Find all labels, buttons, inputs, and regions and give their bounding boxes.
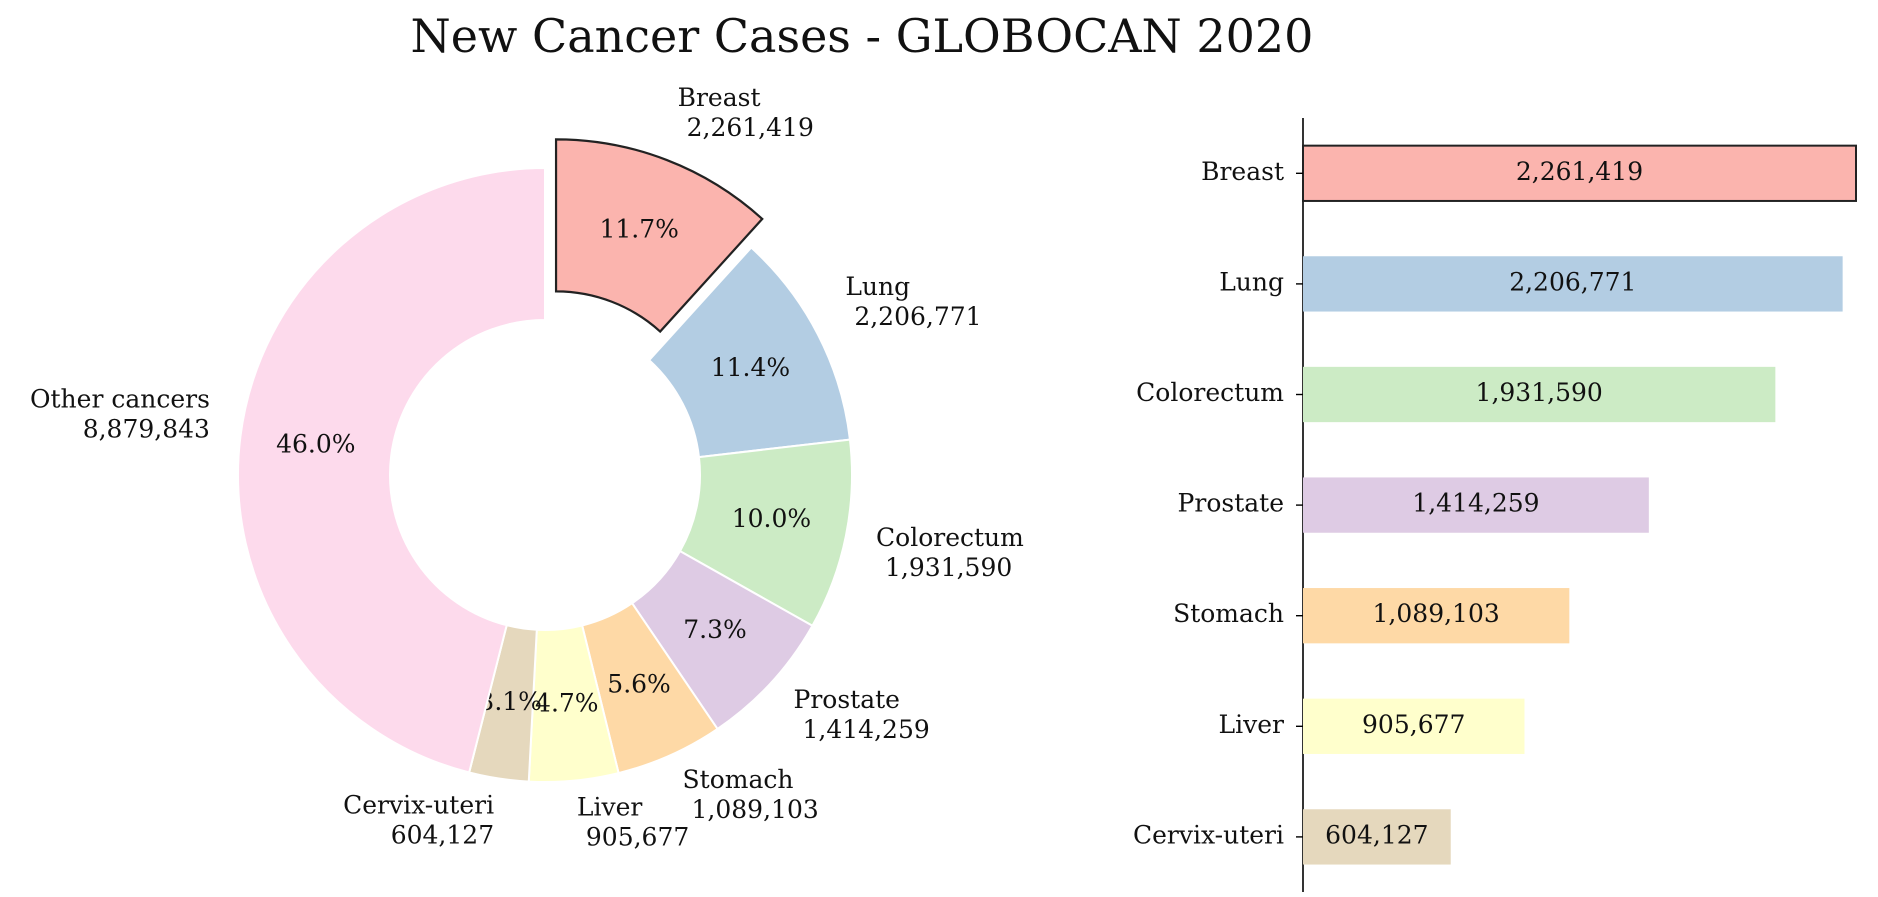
bar-lung (1303, 256, 1843, 312)
category-label-breast: Breast (678, 83, 761, 112)
percent-label-prostate: 7.3% (683, 615, 747, 644)
category-label-cervix-uteri: Cervix-uteri (343, 790, 494, 819)
bar-breast (1302, 144, 1857, 202)
bar-category-label-colorectum: Colorectum (1136, 378, 1284, 407)
percent-label-other-cancers: 46.0% (276, 430, 355, 459)
bar-value-label-breast: 2,261,419 (1516, 157, 1643, 186)
bar-chart: Breast 2,261,419 Lung 2,206,771 Colorectum 1,… (1133, 118, 1857, 892)
category-label-liver: Liver (577, 793, 643, 822)
category-label-prostate: Prostate (794, 685, 900, 714)
donut-slice-lung (647, 246, 852, 459)
percent-label-breast: 11.7% (599, 214, 678, 243)
category-label-lung: Lung (845, 272, 910, 301)
donut-slice-other-cancers (237, 166, 546, 774)
percent-label-liver: 4.7% (535, 688, 599, 717)
value-label-stomach: 1,089,103 (692, 795, 819, 824)
bar-value-label-colorectum: 1,931,590 (1476, 378, 1603, 407)
category-label-colorectum: Colorectum (876, 523, 1024, 552)
bar-category-label-prostate: Prostate (1178, 489, 1284, 518)
bar-category-label-stomach: Stomach (1173, 599, 1284, 628)
value-label-lung: 2,206,771 (854, 302, 981, 331)
value-label-cervix-uteri: 604,127 (391, 820, 494, 849)
chart-title: New Cancer Cases - GLOBOCAN 2020 (411, 9, 1314, 63)
bar-value-label-lung: 2,206,771 (1509, 267, 1636, 296)
bar-colorectum (1303, 366, 1776, 423)
value-label-liver: 905,677 (586, 823, 689, 852)
bar-category-label-liver: Liver (1219, 710, 1285, 739)
bar-category-label-lung: Lung (1219, 267, 1284, 296)
value-label-prostate: 1,414,259 (803, 715, 930, 744)
bar-liver (1303, 698, 1525, 754)
bar-value-label-liver: 905,677 (1362, 710, 1465, 739)
category-label-stomach: Stomach (683, 765, 794, 794)
bar-value-label-prostate: 1,414,259 (1412, 489, 1539, 518)
bar-category-label-breast: Breast (1201, 157, 1284, 186)
bar-value-label-cervix-uteri: 604,127 (1325, 820, 1428, 849)
bar-value-label-stomach: 1,089,103 (1373, 599, 1500, 628)
percent-label-lung: 11.4% (711, 353, 790, 382)
bar-prostate (1303, 477, 1649, 533)
category-label-other-cancers: Other cancers (30, 384, 210, 413)
value-label-other-cancers: 8,879,843 (83, 414, 210, 443)
percent-label-stomach: 5.6% (607, 669, 671, 698)
bar-cervix-uteri (1303, 809, 1451, 865)
percent-label-colorectum: 10.0% (732, 504, 811, 533)
value-label-breast: 2,261,419 (687, 113, 814, 142)
value-label-colorectum: 1,931,590 (885, 553, 1012, 582)
bar-stomach (1303, 588, 1570, 644)
donut-slice-breast (554, 138, 764, 334)
bar-category-label-cervix-uteri: Cervix-uteri (1133, 820, 1284, 849)
